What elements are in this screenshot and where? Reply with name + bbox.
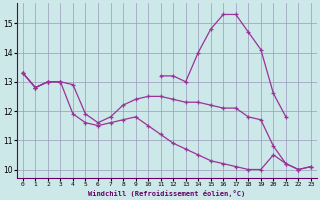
X-axis label: Windchill (Refroidissement éolien,°C): Windchill (Refroidissement éolien,°C) <box>88 190 245 197</box>
